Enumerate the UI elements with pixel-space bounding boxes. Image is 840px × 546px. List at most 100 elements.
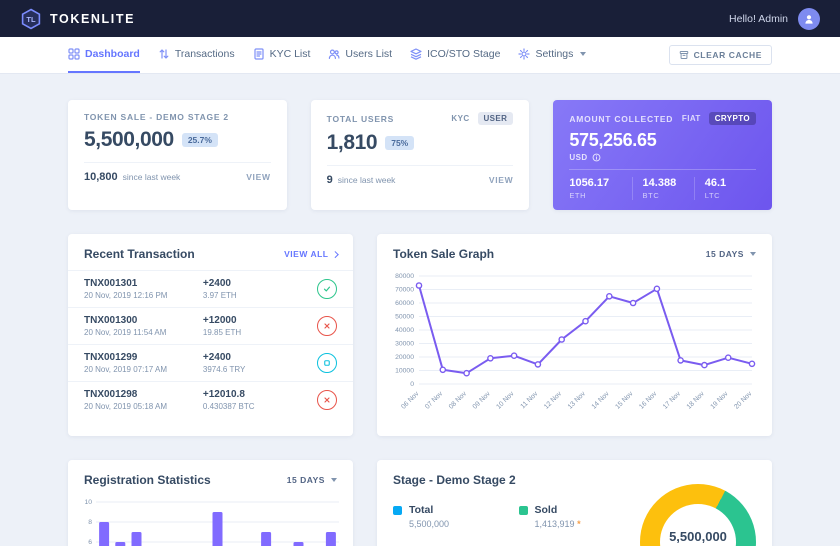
brand[interactable]: TL TOKENLITE <box>20 8 135 30</box>
brand-logo-icon: TL <box>20 8 42 30</box>
kyc-list-icon <box>253 48 265 60</box>
chevron-down-icon <box>580 52 587 56</box>
total-users-view-link[interactable]: VIEW <box>488 175 514 185</box>
tx-id: TNX001300 <box>84 315 138 326</box>
transaction-row[interactable]: TNX001300 20 Nov, 2019 11:54 AM +12000 1… <box>68 307 353 344</box>
svg-text:10000: 10000 <box>395 368 414 375</box>
svg-text:07 Nov: 07 Nov <box>424 390 445 411</box>
svg-text:15 Nov: 15 Nov <box>614 390 635 411</box>
toggle-user[interactable]: USER <box>477 112 514 125</box>
nav-tab-label: KYC List <box>269 48 311 60</box>
svg-text:10: 10 <box>84 499 92 506</box>
svg-text:06 Nov: 06 Nov <box>400 390 421 411</box>
amount-toggle-group: FIAT CRYPTO <box>676 112 756 125</box>
total-users-badge: 75% <box>385 136 415 150</box>
users-list-icon <box>328 48 340 60</box>
svg-text:50000: 50000 <box>395 314 414 321</box>
nav-tab-settings[interactable]: Settings <box>518 37 587 73</box>
transaction-row[interactable]: TNX001299 20 Nov, 2019 07:17 AM +2400 39… <box>68 344 353 381</box>
nav-tabs: Dashboard Transactions KYC List <box>68 37 587 73</box>
tx-amount: +12000 <box>202 315 237 326</box>
tx-status-rejected-icon[interactable] <box>317 316 337 336</box>
btc-unit: BTC <box>642 191 660 200</box>
svg-text:70000: 70000 <box>395 287 414 294</box>
svg-text:19 Nov: 19 Nov <box>709 390 730 411</box>
nav-tab-users-list[interactable]: Users List <box>328 37 392 73</box>
info-icon[interactable] <box>592 153 601 162</box>
donut-center: 5,500,000 TLE <box>640 484 756 546</box>
topbar-right: Hello! Admin <box>729 7 820 30</box>
bottom-row: Registration Statistics 15 DAYS 0246810 … <box>68 460 772 546</box>
greeting-text: Hello! Admin <box>729 12 788 25</box>
tx-id: TNX001299 <box>84 352 138 363</box>
stats-range-label: 15 DAYS <box>286 475 325 485</box>
svg-text:17 Nov: 17 Nov <box>662 390 683 411</box>
toggle-fiat[interactable]: FIAT <box>681 114 701 123</box>
legend-label: Sold <box>534 504 558 516</box>
main-nav: Dashboard Transactions KYC List <box>0 37 840 74</box>
tx-status-pending-icon[interactable] <box>317 353 337 373</box>
svg-text:8: 8 <box>88 519 92 526</box>
registration-statistics-card: Registration Statistics 15 DAYS 0246810 <box>68 460 353 546</box>
svg-text:10 Nov: 10 Nov <box>495 390 516 411</box>
svg-text:08 Nov: 08 Nov <box>448 390 469 411</box>
donut-center-value: 5,500,000 <box>669 528 727 544</box>
svg-text:18 Nov: 18 Nov <box>686 390 707 411</box>
transaction-row[interactable]: TNX001298 20 Nov, 2019 05:18 AM +12010.8… <box>68 381 353 418</box>
stage-title: Stage - Demo Stage 2 <box>393 473 516 487</box>
total-users-delta: 9 <box>326 174 333 186</box>
svg-text:14 Nov: 14 Nov <box>591 390 612 411</box>
graph-range-label: 15 DAYS <box>705 249 744 259</box>
nav-tab-kyc-list[interactable]: KYC List <box>253 37 311 73</box>
cache-box-icon <box>679 50 689 60</box>
stage-card: Stage - Demo Stage 2 Total 5,500,000 <box>377 460 772 546</box>
token-sale-graph-card: Token Sale Graph 15 DAYS 0 10000 20000 3000… <box>377 234 772 436</box>
transaction-row[interactable]: TNX001301 20 Nov, 2019 12:16 PM +2400 3.… <box>68 270 353 307</box>
brand-name: TOKENLITE <box>50 11 136 26</box>
recent-transactions-card: Recent Transaction VIEW ALL TNX001301 20… <box>68 234 353 436</box>
tx-status-approved-icon[interactable] <box>317 279 337 299</box>
view-all-link[interactable]: VIEW ALL <box>284 249 338 259</box>
tx-status-rejected-icon[interactable] <box>317 390 337 410</box>
legend-value: 5,500,000 <box>409 519 450 529</box>
token-sale-view-link[interactable]: VIEW <box>246 172 271 182</box>
svg-text:30000: 30000 <box>395 341 414 348</box>
stage-legend: Total 5,500,000 Sold 1,413,919 * <box>393 504 628 546</box>
total-users-card: TOTAL USERS KYC USER 1,810 75% 9 since l… <box>310 100 530 210</box>
ltc-unit: LTC <box>704 191 721 200</box>
svg-text:TL: TL <box>26 15 36 24</box>
toggle-crypto[interactable]: CRYPTO <box>708 112 756 125</box>
user-avatar[interactable] <box>798 7 820 30</box>
token-sale-title: TOKEN SALE - DEMO STAGE 2 <box>84 112 229 122</box>
nav-tab-label: Settings <box>535 48 574 60</box>
nav-tab-dashboard[interactable]: Dashboard <box>68 37 140 73</box>
tx-id: TNX001301 <box>84 278 138 289</box>
stats-range-dropdown[interactable]: 15 DAYS <box>287 475 337 485</box>
tx-date: 20 Nov, 2019 12:16 PM <box>84 291 168 300</box>
svg-text:80000: 80000 <box>395 273 414 280</box>
stats-row: TOKEN SALE - DEMO STAGE 2 5,500,000 25.7… <box>68 100 772 210</box>
middle-row: Recent Transaction VIEW ALL TNX001301 20… <box>68 234 772 436</box>
nav-tab-label: Dashboard <box>85 48 140 60</box>
amount-currency-label: USD <box>569 153 588 162</box>
nav-tab-label: Transactions <box>174 48 235 60</box>
nav-tab-transactions[interactable]: Transactions <box>158 37 235 73</box>
toggle-kyc[interactable]: KYC <box>451 114 470 123</box>
clear-cache-button[interactable]: CLEAR CACHE <box>668 45 772 65</box>
legend-item-total: Total 5,500,000 <box>393 504 503 529</box>
token-sale-delta: 10,800 <box>84 171 118 183</box>
tx-crypto-amount: 3974.6 TRY <box>202 365 246 374</box>
tx-crypto-amount: 3.97 ETH <box>202 291 237 300</box>
legend-label: Total <box>409 504 434 516</box>
crypto-col-btc: 14.388 BTC <box>631 177 694 200</box>
tx-crypto-amount: 0.430387 BTC <box>202 402 255 411</box>
users-toggle-group: KYC USER <box>445 112 514 125</box>
user-icon <box>803 13 815 25</box>
nav-tab-ico-sto-stage[interactable]: ICO/STO Stage <box>410 37 500 73</box>
legend-item-sold: Sold 1,413,919 * <box>518 504 629 529</box>
recent-transactions-title: Recent Transaction <box>84 247 195 261</box>
graph-range-dropdown[interactable]: 15 DAYS <box>706 249 756 259</box>
tx-date: 20 Nov, 2019 05:18 AM <box>84 402 168 411</box>
total-users-delta-label: since last week <box>337 175 396 185</box>
